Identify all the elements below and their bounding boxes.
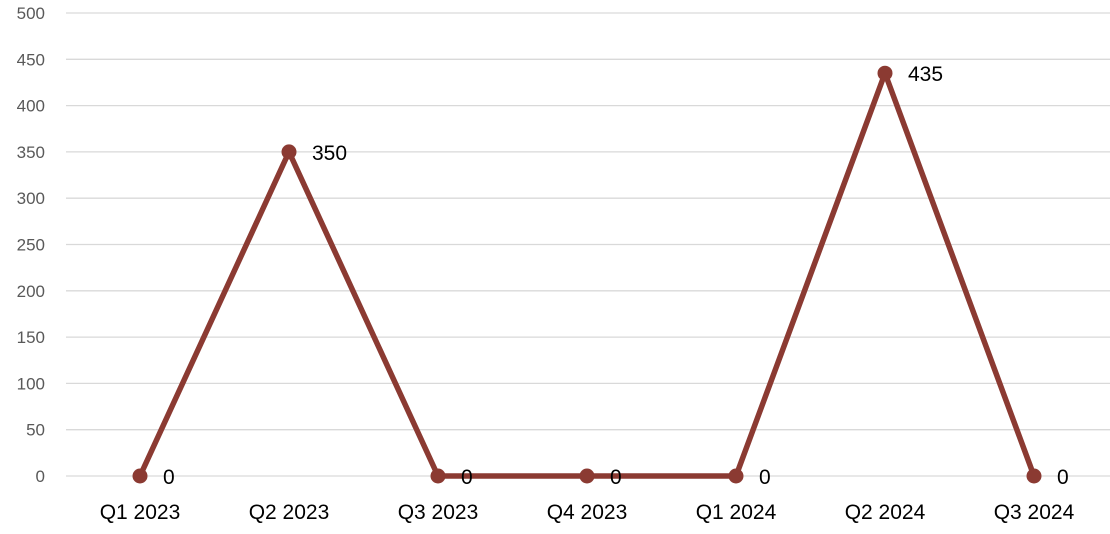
y-tick-label: 100 (17, 374, 45, 393)
data-labels: 0 350 0 0 0 435 0 (163, 63, 1069, 489)
y-tick-label: 500 (17, 4, 45, 23)
data-point-marker (728, 468, 744, 484)
y-tick-label: 250 (17, 236, 45, 255)
data-point-marker (1026, 468, 1042, 484)
y-tick-label: 200 (17, 282, 45, 301)
x-tick-label: Q2 2023 (249, 501, 330, 524)
series-line-group (137, 70, 1037, 479)
data-point-marker (877, 65, 893, 81)
x-tick-label: Q3 2023 (398, 501, 479, 524)
data-label: 435 (908, 63, 943, 86)
data-label: 0 (1057, 466, 1069, 489)
y-axis-tick-labels: 0 50 100 150 200 250 300 350 400 450 500 (17, 4, 45, 486)
series-markers (132, 65, 1042, 484)
x-tick-label: Q2 2024 (845, 501, 926, 524)
data-point-marker (281, 144, 297, 160)
data-label: 0 (163, 466, 175, 489)
series-line (137, 70, 1037, 479)
y-tick-label: 400 (17, 97, 45, 116)
y-tick-label: 350 (17, 143, 45, 162)
data-label: 0 (610, 466, 622, 489)
x-tick-label: Q4 2023 (547, 501, 628, 524)
y-tick-label: 50 (26, 421, 45, 440)
data-point-marker (430, 468, 446, 484)
y-tick-label: 150 (17, 328, 45, 347)
data-label: 0 (759, 466, 771, 489)
y-tick-label: 300 (17, 189, 45, 208)
x-tick-label: Q3 2024 (994, 501, 1075, 524)
x-tick-label: Q1 2024 (696, 501, 777, 524)
x-axis-tick-labels: Q1 2023 Q2 2023 Q3 2023 Q4 2023 Q1 2024 Q2 20… (100, 501, 1075, 524)
data-point-marker (579, 468, 595, 484)
data-point-marker (132, 468, 148, 484)
gridlines (66, 12, 1110, 477)
x-tick-label: Q1 2023 (100, 501, 181, 524)
y-tick-label: 450 (17, 50, 45, 69)
y-tick-label: 0 (36, 467, 45, 486)
data-label: 350 (312, 142, 347, 165)
data-label: 0 (461, 466, 473, 489)
